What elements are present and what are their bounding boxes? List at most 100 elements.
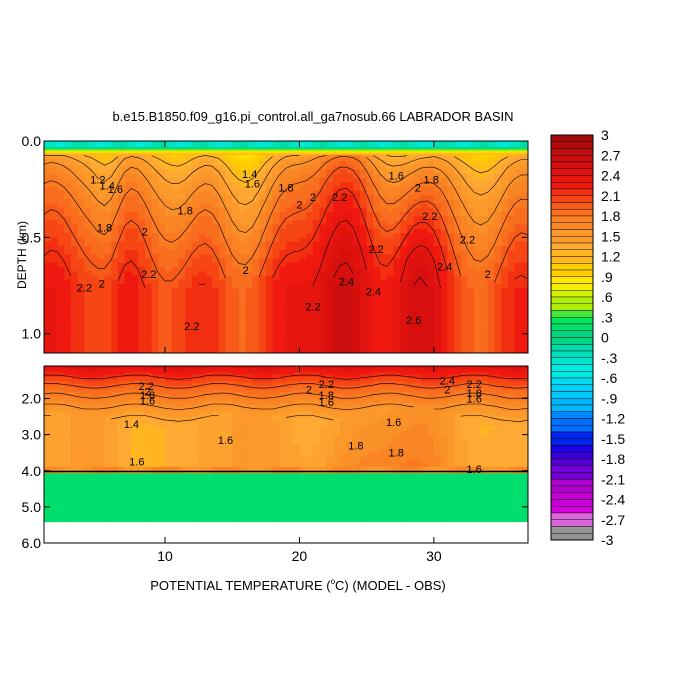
field-cell bbox=[292, 351, 301, 353]
field-cell bbox=[521, 296, 528, 302]
field-cell bbox=[111, 224, 119, 230]
field-cell bbox=[286, 165, 294, 171]
field-cell bbox=[433, 271, 442, 277]
field-cell bbox=[413, 233, 422, 238]
field-cell bbox=[393, 300, 401, 306]
field-cell bbox=[158, 381, 166, 384]
field-cell bbox=[272, 326, 280, 332]
field-cell bbox=[420, 334, 428, 340]
field-cell bbox=[386, 156, 395, 159]
field-cell bbox=[91, 254, 99, 260]
field-cell bbox=[124, 142, 132, 145]
field-cell bbox=[292, 157, 301, 161]
field-cell bbox=[238, 173, 247, 179]
field-cell bbox=[205, 368, 213, 371]
field-cell bbox=[178, 216, 186, 221]
field-cell bbox=[427, 241, 435, 247]
field-cell bbox=[212, 203, 220, 209]
field-cell bbox=[373, 383, 381, 387]
field-cell bbox=[319, 141, 327, 144]
field-cell bbox=[104, 313, 112, 319]
field-cell bbox=[212, 292, 220, 298]
field-cell bbox=[427, 330, 435, 336]
field-cell bbox=[70, 292, 79, 298]
field-cell bbox=[171, 374, 180, 378]
field-cell bbox=[433, 313, 442, 319]
field-cell bbox=[205, 292, 213, 298]
field-cell bbox=[319, 207, 327, 213]
field-cell bbox=[178, 292, 186, 298]
field-cell bbox=[144, 194, 153, 200]
field-cell bbox=[191, 317, 200, 323]
field-cell bbox=[319, 271, 327, 277]
field-cell bbox=[346, 351, 354, 353]
field-cell bbox=[467, 288, 475, 294]
field-cell bbox=[501, 267, 509, 272]
field-cell bbox=[205, 271, 213, 277]
field-cell bbox=[326, 148, 334, 151]
field-cell bbox=[84, 161, 92, 166]
field-cell bbox=[117, 153, 126, 156]
field-cell bbox=[292, 250, 301, 255]
field-cell bbox=[225, 157, 233, 161]
field-cell bbox=[306, 154, 314, 158]
field-cell bbox=[64, 347, 72, 353]
contour-line bbox=[332, 262, 354, 279]
field-cell bbox=[326, 182, 334, 188]
field-cell bbox=[474, 271, 482, 277]
field-cell bbox=[447, 151, 455, 154]
field-cell bbox=[131, 190, 139, 196]
field-cell bbox=[299, 383, 307, 387]
field-cell bbox=[252, 147, 260, 150]
field-cell bbox=[440, 343, 448, 349]
field-cell bbox=[501, 150, 509, 153]
field-cell bbox=[474, 351, 482, 353]
field-cell bbox=[91, 165, 99, 171]
field-cell bbox=[158, 148, 166, 151]
field-cell bbox=[165, 322, 173, 327]
field-cell bbox=[44, 207, 52, 213]
field-cell bbox=[467, 241, 475, 247]
field-cell bbox=[84, 169, 92, 175]
field-cell bbox=[232, 370, 240, 374]
field-cell bbox=[447, 194, 455, 200]
field-cell bbox=[386, 372, 395, 376]
field-cell bbox=[366, 288, 374, 294]
field-cell bbox=[77, 199, 85, 205]
field-cell bbox=[205, 381, 213, 384]
field-cell bbox=[131, 279, 139, 285]
field-cell bbox=[131, 383, 139, 387]
field-cell bbox=[433, 370, 442, 374]
field-cell bbox=[124, 381, 132, 384]
field-cell bbox=[306, 330, 314, 336]
field-cell bbox=[312, 376, 321, 380]
field-cell bbox=[185, 182, 193, 188]
field-cell bbox=[212, 267, 220, 272]
field-cell bbox=[111, 366, 119, 369]
field-cell bbox=[205, 141, 213, 144]
field-cell bbox=[191, 267, 200, 272]
field-cell bbox=[427, 300, 435, 306]
field-cell bbox=[400, 296, 408, 302]
field-cell bbox=[326, 347, 334, 353]
field-cell bbox=[501, 153, 509, 156]
field-cell bbox=[312, 233, 321, 238]
field-cell bbox=[70, 343, 79, 349]
field-cell bbox=[117, 275, 126, 281]
field-cell bbox=[259, 279, 267, 285]
field-cell bbox=[84, 150, 92, 153]
field-cell bbox=[286, 142, 294, 145]
field-cell bbox=[299, 330, 307, 336]
field-cell bbox=[185, 271, 193, 277]
field-cell bbox=[144, 237, 153, 243]
field-cell bbox=[454, 147, 462, 150]
field-cell bbox=[454, 347, 462, 353]
field-cell bbox=[319, 186, 327, 192]
field-cell bbox=[104, 343, 112, 349]
field-cell bbox=[84, 372, 92, 376]
field-cell bbox=[366, 216, 374, 221]
field-cell bbox=[514, 141, 522, 144]
field-cell bbox=[359, 194, 368, 200]
field-cell bbox=[501, 182, 509, 188]
field-cell bbox=[144, 144, 153, 147]
